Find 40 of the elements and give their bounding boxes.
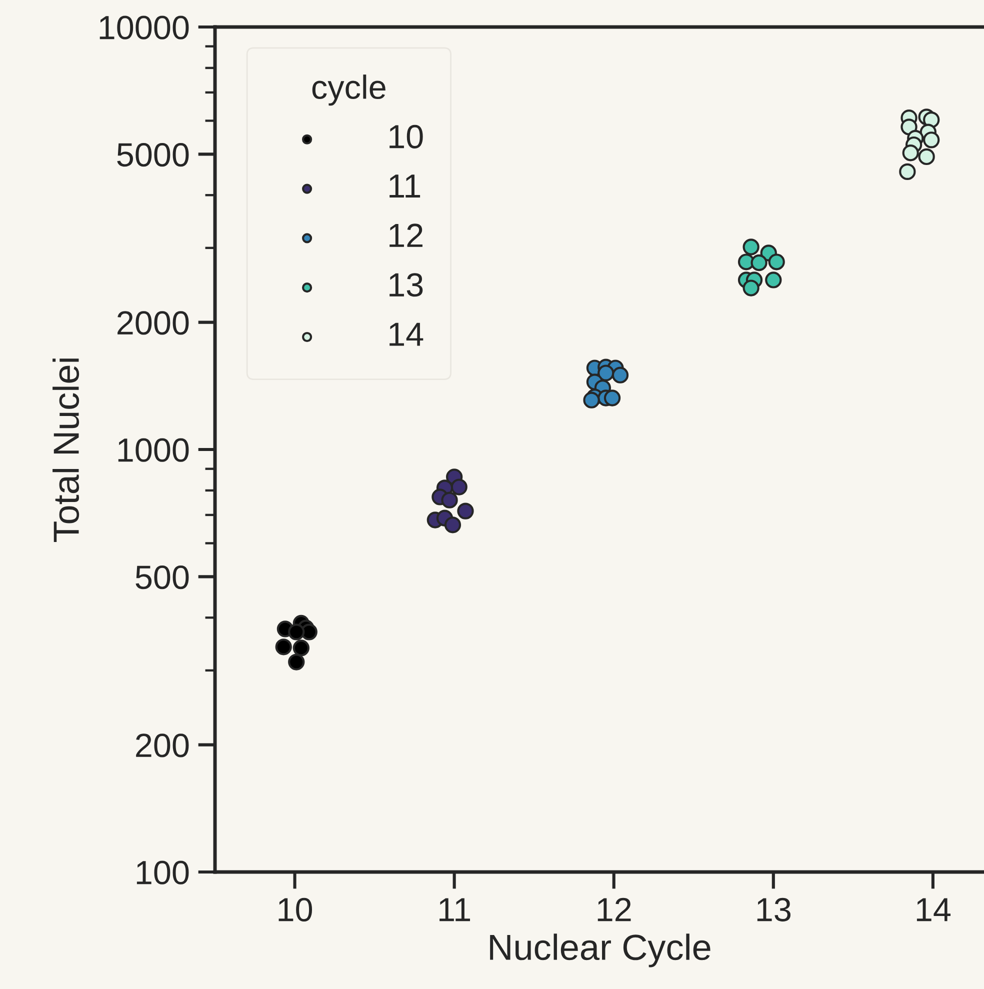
- y-tick-label: 200: [136, 734, 189, 758]
- y-tick-label: 1000: [118, 438, 189, 462]
- point: [899, 163, 916, 180]
- legend-label: 10: [390, 124, 423, 148]
- point: [768, 254, 785, 270]
- y-tick-label: 100: [136, 860, 189, 884]
- point: [742, 238, 760, 256]
- x-axis-title: Nuclear Cycle: [490, 934, 710, 968]
- legend-label: 14: [390, 322, 424, 346]
- x-tick-label: 12: [598, 898, 631, 922]
- y-tick-label: 5000: [117, 142, 189, 167]
- y-tick-label: 10000: [100, 16, 189, 40]
- legend-label: 13: [390, 273, 423, 297]
- point: [275, 638, 292, 656]
- point: [604, 390, 621, 406]
- point: [288, 624, 305, 640]
- point: [583, 392, 600, 408]
- point: [923, 132, 940, 148]
- point: [457, 502, 474, 520]
- point: [742, 280, 760, 296]
- point: [288, 654, 305, 670]
- point: [902, 144, 919, 162]
- point: [612, 366, 629, 384]
- x-tick-label: 10: [278, 898, 312, 922]
- legend-label: 11: [390, 174, 420, 198]
- point: [441, 492, 458, 508]
- x-tick-label: 13: [757, 898, 790, 922]
- y-tick-label: 500: [136, 565, 189, 590]
- point: [444, 516, 462, 534]
- y-axis-title: Total Nuclei: [52, 358, 80, 542]
- legend-title: cycle: [312, 74, 386, 106]
- legend-label: 12: [390, 224, 422, 247]
- point: [918, 148, 935, 166]
- x-tick-label: 11: [440, 898, 470, 922]
- point: [750, 254, 768, 272]
- y-tick-label: 2000: [118, 311, 189, 335]
- point: [450, 478, 468, 496]
- point: [292, 640, 310, 656]
- x-tick-label: 14: [916, 898, 951, 922]
- point: [765, 272, 782, 288]
